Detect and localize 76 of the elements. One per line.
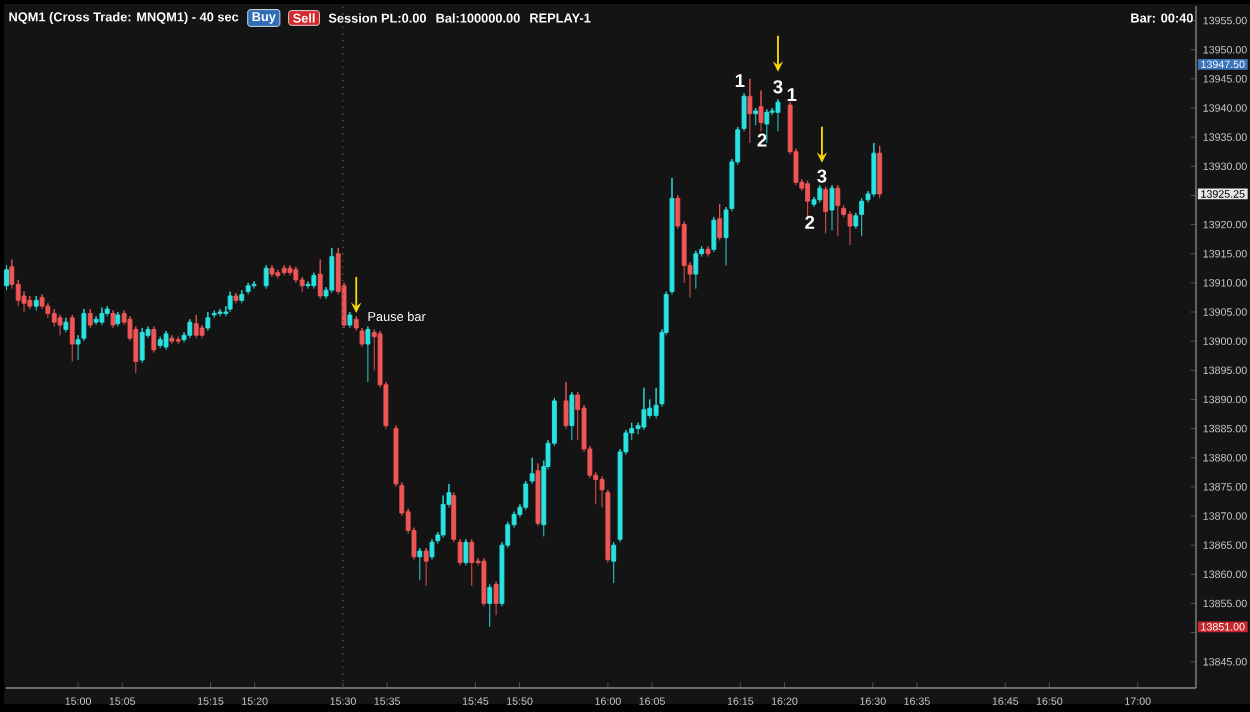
candlestick <box>753 107 759 126</box>
candlestick <box>463 538 469 567</box>
candlestick <box>227 291 233 313</box>
candlestick <box>487 584 493 628</box>
candlestick <box>93 315 99 326</box>
candlestick <box>311 272 317 290</box>
candlestick <box>417 547 423 581</box>
candlestick <box>27 295 33 310</box>
candlestick <box>563 381 569 430</box>
candlestick <box>239 289 245 304</box>
candlestick <box>329 247 335 294</box>
candlestick <box>423 547 429 587</box>
candlestick <box>817 184 823 204</box>
candlestick <box>281 264 287 277</box>
candlestick <box>163 330 169 351</box>
candlestick <box>157 336 163 349</box>
candlestick <box>51 308 57 328</box>
candlestick <box>193 314 199 339</box>
candlestick <box>57 314 63 336</box>
candlestick <box>69 314 75 363</box>
candlestick <box>293 266 299 284</box>
candlestick <box>469 538 475 587</box>
candlestick <box>711 216 717 253</box>
candlestick <box>233 292 239 304</box>
candlestick <box>287 264 293 277</box>
annotation: 3 <box>773 80 783 94</box>
candlestick <box>39 294 45 310</box>
candlestick <box>569 391 575 441</box>
annotation: 2 <box>805 215 815 229</box>
candlestick <box>275 269 281 279</box>
candlestick <box>775 98 781 132</box>
annotation: 2 <box>757 133 767 147</box>
candlestick <box>835 184 841 237</box>
candlestick <box>847 210 853 246</box>
candlestick <box>263 264 269 290</box>
candlestick <box>115 311 121 328</box>
candlestick <box>705 245 711 258</box>
candlestick <box>187 318 193 339</box>
candlestick <box>87 308 93 329</box>
candlestick <box>139 327 145 364</box>
candlestick <box>747 78 753 144</box>
candlestick <box>99 307 105 326</box>
candlestick <box>365 326 371 383</box>
candlestick <box>175 336 181 345</box>
candlestick <box>217 308 223 317</box>
candlestick <box>758 90 764 132</box>
candlestick <box>717 203 723 242</box>
candlestick <box>317 259 323 300</box>
candlestick <box>829 184 835 231</box>
candlestick <box>429 538 435 561</box>
candlestick <box>859 197 865 237</box>
candlestick <box>493 581 499 616</box>
candlestick <box>641 387 647 431</box>
candlestick <box>45 302 51 319</box>
candlestick <box>205 311 211 332</box>
candlestick <box>33 295 39 312</box>
annotation: 1 <box>787 88 797 102</box>
candlestick <box>693 250 699 290</box>
candlestick <box>4 264 9 291</box>
candlestick <box>823 186 829 234</box>
candlestick <box>169 334 175 345</box>
annotation: 3 <box>817 169 827 183</box>
candlestick <box>63 317 69 333</box>
candlestick <box>151 326 157 354</box>
candlestick <box>481 557 487 607</box>
candlestick <box>347 311 353 329</box>
candlestick <box>611 541 617 584</box>
candlestick <box>764 108 770 144</box>
candlestick <box>535 463 541 527</box>
candlestick <box>877 145 883 199</box>
candlestick <box>871 142 877 198</box>
annotation: 1 <box>735 74 745 88</box>
candlestick <box>245 282 251 295</box>
candlestick <box>269 264 275 278</box>
candlestick <box>110 310 116 329</box>
candlestick <box>104 305 110 317</box>
